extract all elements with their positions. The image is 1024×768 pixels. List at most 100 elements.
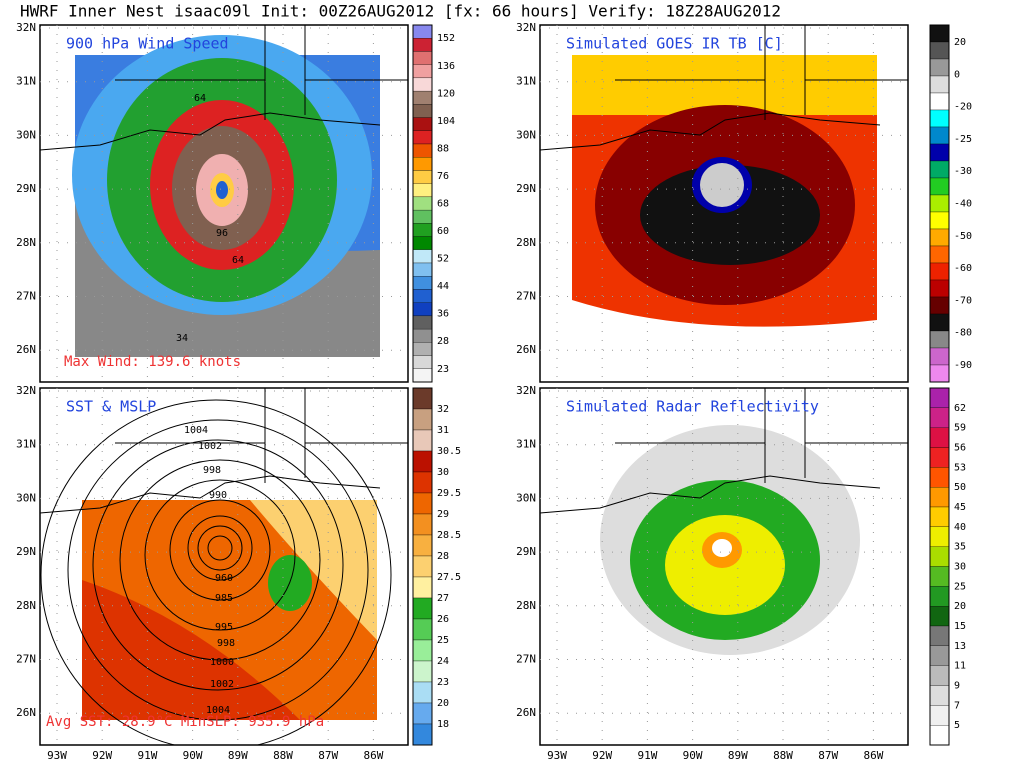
colorbar-label: 56 <box>954 443 966 454</box>
colorbar-swatch <box>412 723 433 746</box>
lat-label: 32N <box>16 21 36 34</box>
colorbar-swatch <box>929 645 950 666</box>
colorbar-label: -30 <box>954 166 972 177</box>
lat-label: 27N <box>16 653 36 666</box>
colorbar-swatch <box>929 279 950 298</box>
colorbar-swatch <box>929 526 950 547</box>
lat-label: 27N <box>516 653 536 666</box>
lat-label: 32N <box>16 384 36 397</box>
colorbar-swatch <box>412 170 433 184</box>
colorbar-swatch <box>412 223 433 237</box>
colorbar-label: 120 <box>437 88 455 99</box>
lat-label: 27N <box>516 290 536 303</box>
colorbar-swatch <box>412 639 433 662</box>
colorbar-swatch <box>412 77 433 92</box>
coastline <box>39 112 381 151</box>
colorbar-swatch <box>412 492 433 515</box>
colorbar-swatch <box>929 705 950 726</box>
colorbar-swatch <box>929 211 950 230</box>
colorbar-label: -90 <box>954 360 972 371</box>
panel-title: SST & MSLP <box>66 398 156 416</box>
lat-label: 31N <box>16 75 36 88</box>
lat-label: 26N <box>16 343 36 356</box>
colorbar-label: -70 <box>954 295 972 306</box>
colorbar-swatch <box>412 289 433 303</box>
colorbar-label: 15 <box>954 621 966 632</box>
lat-label: 32N <box>516 384 536 397</box>
colorbar-swatch <box>929 41 950 60</box>
colorbar-label: -25 <box>954 134 972 145</box>
colorbar-label: 23 <box>437 364 449 375</box>
colorbar-label: 30.5 <box>437 446 461 457</box>
colorbar-swatch <box>412 355 433 369</box>
colorbar-swatch <box>929 92 950 111</box>
colorbar-swatch <box>929 546 950 567</box>
colorbar-swatch <box>412 702 433 725</box>
lon-label: 87W <box>318 749 338 762</box>
lat-label: 31N <box>16 438 36 451</box>
colorbar-label: 45 <box>954 502 966 513</box>
colorbar-label: 31 <box>437 425 449 436</box>
colorbar-label: -60 <box>954 263 972 274</box>
state-border <box>615 25 908 120</box>
colorbar-label: -50 <box>954 231 972 242</box>
colorbar-label: 59 <box>954 423 966 434</box>
colorbar-swatch <box>929 296 950 315</box>
lat-label: 29N <box>516 182 536 195</box>
colorbar-label: 23 <box>437 677 449 688</box>
colorbar-swatch <box>412 342 433 356</box>
lat-label: 28N <box>516 599 536 612</box>
panel-frame <box>39 387 409 746</box>
colorbar-swatch <box>412 262 433 277</box>
colorbar-label: 28.5 <box>437 530 461 541</box>
colorbar-swatch <box>929 194 950 213</box>
contour-label: 1002 <box>198 441 222 452</box>
colorbar-swatch <box>929 177 950 196</box>
colorbar-swatch <box>412 555 433 578</box>
colorbar-swatch <box>412 534 433 557</box>
colorbar-label: 44 <box>437 281 449 292</box>
panel-frame <box>539 387 909 746</box>
colorbar-label: 68 <box>437 199 449 210</box>
colorbar-label: -20 <box>954 102 972 113</box>
colorbar-swatch <box>929 347 950 366</box>
colorbar-label: 18 <box>437 719 449 730</box>
lat-label: 30N <box>16 491 36 504</box>
colorbar-label: 26 <box>437 614 449 625</box>
lon-label: 88W <box>773 749 793 762</box>
panel-title: 900 hPa Wind Speed <box>66 35 229 53</box>
colorbar-frame <box>929 24 950 383</box>
lon-label: 93W <box>547 749 567 762</box>
lat-label: 30N <box>16 128 36 141</box>
lon-label: 89W <box>228 749 248 762</box>
colorbar-swatch <box>929 467 950 488</box>
lon-label: 86W <box>363 749 383 762</box>
state-border <box>115 25 408 120</box>
colorbar-label: 29 <box>437 509 449 520</box>
colorbar-label: 32 <box>437 404 449 415</box>
colorbar-swatch <box>412 660 433 683</box>
annotation: Max Wind: 139.6 knots <box>64 354 241 370</box>
colorbar-swatch <box>412 576 433 599</box>
contour-label: 960 <box>215 573 233 584</box>
colorbar-swatch <box>929 58 950 77</box>
coastline <box>39 475 381 514</box>
colorbar-swatch <box>929 143 950 162</box>
lat-label: 28N <box>516 236 536 249</box>
colorbar-label: 36 <box>437 309 449 320</box>
ir-field <box>572 55 877 357</box>
colorbar-swatch <box>929 586 950 607</box>
colorbar-label: 136 <box>437 61 455 72</box>
colorbar-label: 29.5 <box>437 488 461 499</box>
colorbar-label: 104 <box>437 116 455 127</box>
lon-label: 91W <box>637 749 657 762</box>
lat-label: 29N <box>16 182 36 195</box>
lat-label: 27N <box>16 290 36 303</box>
colorbar-label: 53 <box>954 462 966 473</box>
colorbar-swatch <box>412 681 433 704</box>
colorbar-swatch <box>929 387 950 408</box>
colorbar-label: 5 <box>954 720 960 731</box>
colorbar-label: 20 <box>954 37 966 48</box>
colorbar-swatch <box>929 566 950 587</box>
